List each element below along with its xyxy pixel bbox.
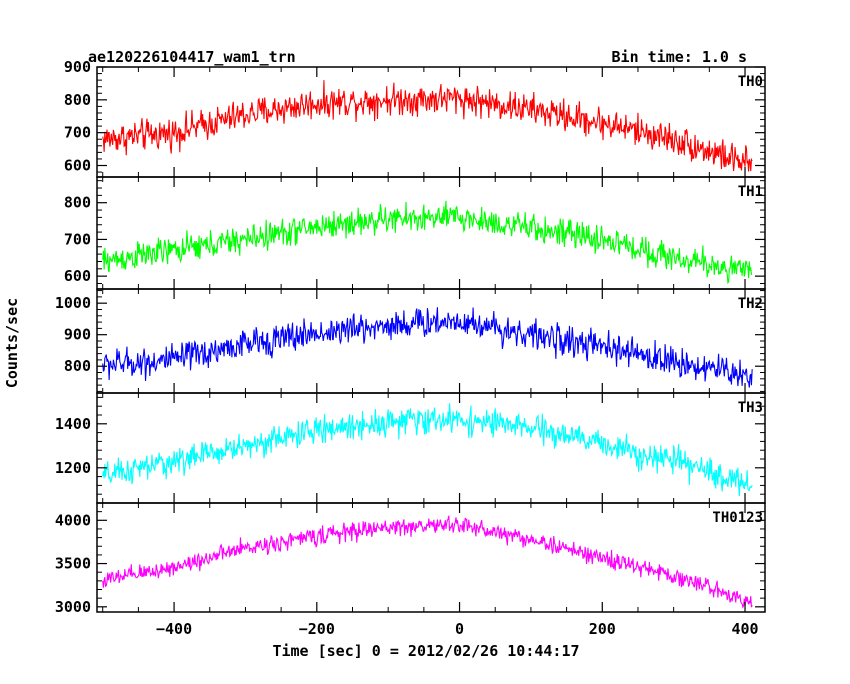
panel-frame	[96, 392, 766, 504]
panel-frame	[96, 502, 766, 613]
series-th3	[102, 403, 753, 497]
y-tick-label: 3500	[55, 555, 91, 573]
panel-label-th3: TH3	[738, 400, 763, 416]
x-tick-label: 400	[731, 620, 758, 638]
y-tick-label: 1200	[55, 459, 91, 477]
y-tick-label: 1000	[55, 294, 91, 312]
panel-th0123: 3000 3500 4000 TH0123	[55, 502, 766, 616]
y-axis-label: Counts/sec	[3, 298, 21, 388]
y-tick-label: 600	[64, 157, 91, 175]
y-tick-label: 900	[64, 326, 91, 344]
x-tick-label: −400	[156, 620, 192, 638]
y-tick-label: 900	[64, 58, 91, 76]
y-tick-label: 800	[64, 194, 91, 212]
panel-frame	[96, 66, 766, 178]
panel-label-th2: TH2	[738, 296, 763, 312]
y-tick-label: 3000	[55, 598, 91, 616]
x-tick-label: 200	[589, 620, 616, 638]
panel-frame	[96, 176, 766, 290]
y-tick-label: 700	[64, 124, 91, 142]
panel-th0: 600 700 800 900 TH0	[64, 58, 766, 178]
y-tick-label: 1400	[55, 415, 91, 433]
chart-title: ae120226104417_wam1_trn	[88, 48, 296, 66]
panel-th1: 600 700 800 TH1	[64, 176, 766, 290]
panel-label-th0: TH0	[738, 74, 763, 90]
panel-label-th1: TH1	[738, 184, 763, 200]
panels-group: 600 700 800 900 TH0 600 700 800 TH1 800 900 1000 TH2…	[55, 58, 766, 638]
panel-label-th0123: TH0123	[712, 510, 763, 526]
series-th0	[102, 80, 753, 172]
y-tick-label: 600	[64, 267, 91, 285]
y-tick-label: 700	[64, 230, 91, 248]
y-tick-label: 4000	[55, 511, 91, 529]
y-tick-label: 800	[64, 357, 91, 375]
x-tick-label: 0	[455, 620, 464, 638]
x-tick-label: −200	[299, 620, 335, 638]
panel-frame	[96, 288, 766, 394]
series-th0123	[102, 515, 753, 609]
panel-th2: 800 900 1000 TH2	[55, 288, 766, 394]
panel-th3: 1200 1400 TH3	[55, 392, 766, 504]
series-th2	[102, 307, 753, 388]
x-axis-label: Time [sec] 0 = 2012/02/26 10:44:17	[272, 642, 579, 660]
bin-time-label: Bin time: 1.0 s	[612, 48, 747, 66]
y-tick-label: 800	[64, 91, 91, 109]
series-th1	[102, 200, 753, 285]
